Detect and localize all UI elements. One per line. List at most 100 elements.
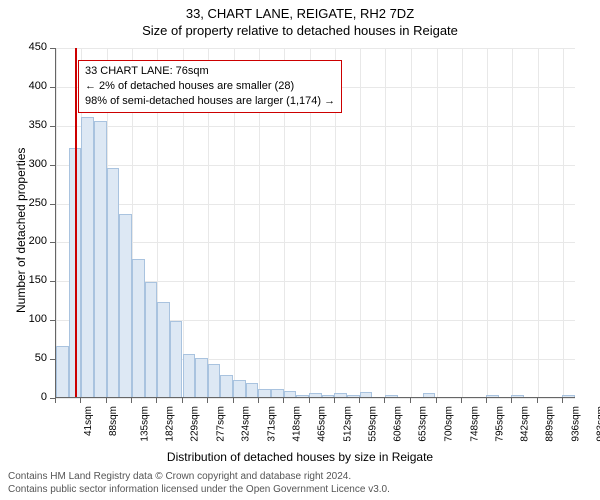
y-tick-label: 150 [0,274,47,286]
x-tick-label: 559sqm [367,406,378,442]
x-tick-label: 88sqm [108,406,119,436]
histogram-bar [296,395,309,397]
x-tick-label: 748sqm [469,406,480,442]
x-tick [258,398,259,403]
histogram-bar [119,214,132,397]
histogram-bar [233,380,246,397]
gridline-h [56,242,575,243]
gridline-v [563,48,564,397]
histogram-bar [94,121,107,397]
gridline-v [487,48,488,397]
histogram-bar [423,393,436,397]
x-tick [359,398,360,403]
info-box-line: 98% of semi-detached houses are larger (… [85,94,335,109]
x-tick [562,398,563,403]
histogram-bar [195,358,208,397]
y-tick [50,359,55,360]
y-tick-label: 100 [0,313,47,325]
x-tick-label: 795sqm [494,406,505,442]
info-box-line: ← 2% of detached houses are smaller (28) [85,79,335,94]
histogram-bar [107,168,120,397]
histogram-bar [157,302,170,397]
histogram-bar [208,364,221,397]
y-tick [50,48,55,49]
gridline-h [56,48,575,49]
y-tick-label: 50 [0,352,47,364]
x-tick [309,398,310,403]
x-tick [410,398,411,403]
x-tick-label: 418sqm [292,406,303,442]
x-tick [233,398,234,403]
x-tick [131,398,132,403]
histogram-bar [258,389,271,397]
marker-line [75,48,77,397]
x-tick [156,398,157,403]
gridline-h [56,204,575,205]
x-tick [334,398,335,403]
x-tick-label: 983sqm [596,406,600,442]
x-tick-label: 41sqm [83,406,94,436]
histogram-bar [322,395,335,397]
y-tick [50,204,55,205]
y-tick [50,320,55,321]
histogram-bar [271,389,284,397]
histogram-bar [246,383,259,397]
histogram-bar [486,395,499,397]
chart-container: 33, CHART LANE, REIGATE, RH2 7DZ Size of… [0,0,600,500]
histogram-bar [562,395,575,397]
histogram-bar [347,395,360,397]
gridline-h [56,165,575,166]
x-tick [55,398,56,403]
x-tick [436,398,437,403]
x-tick-label: 277sqm [216,406,227,442]
histogram-bar [511,395,524,397]
x-tick [537,398,538,403]
histogram-bar [170,321,183,397]
gridline-v [538,48,539,397]
gridline-v [360,48,361,397]
histogram-bar [183,354,196,397]
page-title: 33, CHART LANE, REIGATE, RH2 7DZ [0,0,600,21]
gridline-h [56,398,575,399]
y-tick [50,281,55,282]
y-tick [50,242,55,243]
x-tick [486,398,487,403]
x-tick-label: 324sqm [241,406,252,442]
histogram-bar [309,393,322,397]
histogram-bar [56,346,69,397]
x-tick-label: 182sqm [164,406,175,442]
x-tick-label: 512sqm [342,406,353,442]
y-tick-label: 300 [0,158,47,170]
x-tick-label: 936sqm [570,406,581,442]
x-tick-label: 371sqm [266,406,277,442]
footer: Contains HM Land Registry data © Crown c… [0,470,600,496]
footer-line-1: Contains HM Land Registry data © Crown c… [8,470,592,483]
x-tick-label: 606sqm [393,406,404,442]
y-tick-label: 200 [0,235,47,247]
gridline-h [56,126,575,127]
x-tick [80,398,81,403]
x-axis-label: Distribution of detached houses by size … [0,450,600,464]
y-axis-label: Number of detached properties [14,148,28,313]
histogram-bar [385,395,398,397]
gridline-v [385,48,386,397]
gridline-v [512,48,513,397]
page-subtitle: Size of property relative to detached ho… [0,21,600,38]
x-tick [283,398,284,403]
histogram-bar [284,391,297,397]
footer-line-2: Contains public sector information licen… [8,483,592,496]
x-tick-label: 229sqm [190,406,201,442]
y-tick [50,87,55,88]
info-box-line: 33 CHART LANE: 76sqm [85,64,335,79]
x-tick [182,398,183,403]
y-tick-label: 250 [0,197,47,209]
histogram-bar [145,282,158,397]
plot-area: 33 CHART LANE: 76sqm← 2% of detached hou… [55,48,575,398]
x-tick [207,398,208,403]
x-tick-label: 465sqm [317,406,328,442]
y-tick [50,165,55,166]
x-tick [461,398,462,403]
y-tick [50,126,55,127]
x-tick [384,398,385,403]
histogram-bar [132,259,145,397]
